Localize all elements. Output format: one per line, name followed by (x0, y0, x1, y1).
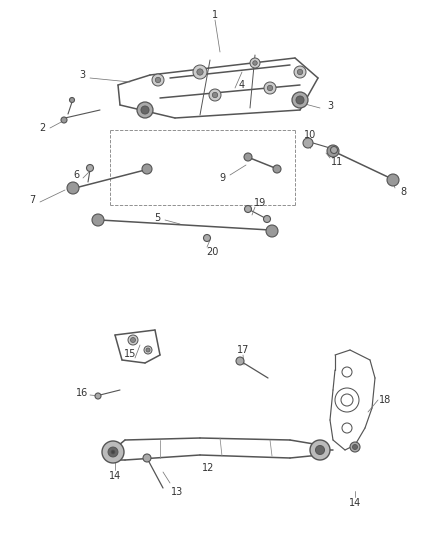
Text: 8: 8 (400, 187, 406, 197)
Circle shape (331, 147, 338, 154)
Circle shape (197, 69, 203, 75)
Circle shape (95, 393, 101, 399)
Circle shape (128, 335, 138, 345)
Text: 3: 3 (327, 101, 333, 111)
Text: 13: 13 (171, 487, 183, 497)
Circle shape (264, 82, 276, 94)
Circle shape (310, 440, 330, 460)
Text: 9: 9 (219, 173, 225, 183)
Circle shape (266, 225, 278, 237)
Text: 17: 17 (237, 345, 249, 355)
Circle shape (264, 215, 271, 222)
Circle shape (70, 98, 74, 102)
Text: 6: 6 (73, 170, 79, 180)
Circle shape (236, 357, 244, 365)
Circle shape (292, 92, 308, 108)
Circle shape (253, 61, 257, 65)
Circle shape (67, 182, 79, 194)
Text: 5: 5 (154, 213, 160, 223)
Circle shape (315, 446, 325, 455)
Text: 14: 14 (109, 471, 121, 481)
Circle shape (108, 447, 118, 457)
Text: 7: 7 (29, 195, 35, 205)
Circle shape (267, 85, 273, 91)
Text: 15: 15 (124, 349, 136, 359)
Circle shape (212, 92, 218, 98)
Circle shape (353, 445, 357, 449)
Circle shape (250, 58, 260, 68)
Circle shape (144, 346, 152, 354)
Circle shape (327, 145, 339, 157)
Circle shape (152, 74, 164, 86)
Circle shape (92, 214, 104, 226)
Circle shape (146, 348, 150, 352)
Text: 11: 11 (331, 157, 343, 167)
Circle shape (131, 337, 135, 343)
Text: 18: 18 (379, 395, 391, 405)
Text: 10: 10 (304, 130, 316, 140)
Text: 20: 20 (206, 247, 218, 257)
Circle shape (387, 174, 399, 186)
Circle shape (143, 454, 151, 462)
Circle shape (204, 235, 211, 241)
Circle shape (244, 206, 251, 213)
Circle shape (297, 69, 303, 75)
Circle shape (102, 441, 124, 463)
Circle shape (273, 165, 281, 173)
Circle shape (61, 117, 67, 123)
Text: 4: 4 (239, 80, 245, 90)
Text: 2: 2 (39, 123, 45, 133)
Circle shape (193, 65, 207, 79)
Circle shape (141, 106, 149, 114)
Circle shape (350, 442, 360, 452)
Circle shape (155, 77, 161, 83)
Text: 3: 3 (79, 70, 85, 80)
Text: 12: 12 (202, 463, 214, 473)
Text: 14: 14 (349, 498, 361, 508)
Circle shape (296, 96, 304, 104)
Text: 1: 1 (212, 10, 218, 20)
Circle shape (137, 102, 153, 118)
Circle shape (294, 66, 306, 78)
Circle shape (209, 89, 221, 101)
Text: 16: 16 (76, 388, 88, 398)
Circle shape (303, 138, 313, 148)
Circle shape (86, 165, 93, 172)
Text: 19: 19 (254, 198, 266, 208)
Circle shape (244, 153, 252, 161)
Circle shape (142, 164, 152, 174)
Circle shape (111, 450, 115, 454)
